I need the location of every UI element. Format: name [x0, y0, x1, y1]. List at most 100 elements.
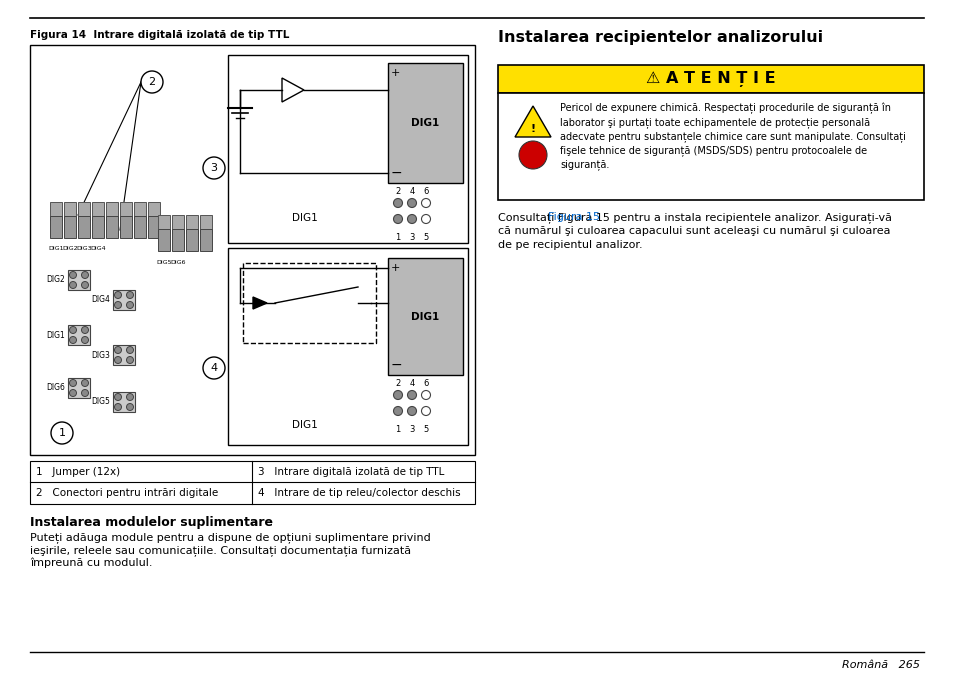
Circle shape	[81, 281, 89, 289]
Text: Instalarea modulelor suplimentare: Instalarea modulelor suplimentare	[30, 516, 273, 529]
Circle shape	[114, 357, 121, 363]
Circle shape	[81, 390, 89, 396]
Text: +: +	[391, 263, 400, 273]
Circle shape	[114, 347, 121, 353]
Circle shape	[407, 215, 416, 223]
Bar	[112, 290, 135, 310]
Text: de pe recipientul analizor.: de pe recipientul analizor.	[497, 240, 642, 250]
Circle shape	[393, 215, 402, 223]
Text: DIG3: DIG3	[91, 351, 110, 359]
Bar	[200, 215, 212, 233]
Circle shape	[114, 302, 121, 308]
Circle shape	[393, 199, 402, 207]
Circle shape	[70, 326, 76, 334]
Text: împreună cu modulul.: împreună cu modulul.	[30, 558, 152, 569]
Bar	[228, 55, 468, 243]
Bar	[172, 215, 184, 233]
Bar	[68, 270, 90, 290]
Bar	[243, 263, 375, 343]
Bar	[200, 229, 212, 251]
Text: 1: 1	[395, 425, 400, 433]
Bar	[133, 216, 146, 238]
Text: DIG1: DIG1	[49, 246, 64, 252]
Text: 4: 4	[409, 378, 415, 388]
Circle shape	[70, 380, 76, 386]
Text: Figura 14  Intrare digitală izolată de tip TTL: Figura 14 Intrare digitală izolată de ti…	[30, 30, 289, 40]
Circle shape	[114, 394, 121, 400]
Bar	[133, 202, 146, 220]
Text: DIG2: DIG2	[46, 275, 65, 285]
Text: 2: 2	[395, 378, 400, 388]
Circle shape	[81, 336, 89, 343]
Circle shape	[81, 380, 89, 386]
Bar	[30, 45, 475, 455]
Circle shape	[127, 302, 133, 308]
Text: DIG2: DIG2	[62, 246, 78, 252]
Polygon shape	[253, 297, 267, 309]
Text: ⚠ A T E N Ț I E: ⚠ A T E N Ț I E	[645, 71, 775, 87]
Bar	[78, 202, 90, 220]
Text: că numărul şi culoarea capacului sunt aceleaşi cu numărul şi culoarea: că numărul şi culoarea capacului sunt ac…	[497, 226, 889, 236]
Bar	[91, 216, 104, 238]
Bar	[172, 229, 184, 251]
Circle shape	[407, 390, 416, 400]
Circle shape	[421, 215, 430, 223]
Text: 3: 3	[409, 425, 415, 433]
Text: ieşirile, releele sau comunicațiile. Consultați documentația furnizată: ieşirile, releele sau comunicațiile. Con…	[30, 545, 411, 556]
Circle shape	[81, 271, 89, 279]
Bar	[68, 378, 90, 398]
Bar	[64, 216, 76, 238]
Text: DIG6: DIG6	[170, 260, 186, 264]
Bar	[148, 202, 160, 220]
Text: DIG1: DIG1	[292, 213, 317, 223]
Bar	[106, 216, 118, 238]
Bar	[388, 258, 462, 375]
Circle shape	[51, 422, 73, 444]
Text: 2: 2	[395, 186, 400, 195]
Bar	[158, 215, 170, 233]
Text: 2   Conectori pentru intrări digitale: 2 Conectori pentru intrări digitale	[36, 488, 218, 498]
Circle shape	[421, 406, 430, 415]
Text: DIG3: DIG3	[76, 246, 91, 252]
Text: DIG1: DIG1	[292, 420, 317, 430]
Circle shape	[70, 281, 76, 289]
Circle shape	[203, 157, 225, 179]
Text: −: −	[391, 358, 402, 372]
Text: 4   Intrare de tip releu/colector deschis: 4 Intrare de tip releu/colector deschis	[257, 488, 460, 498]
Bar	[50, 202, 62, 220]
Text: 3: 3	[409, 232, 415, 242]
Circle shape	[127, 291, 133, 299]
Circle shape	[114, 291, 121, 299]
Bar	[106, 202, 118, 220]
Text: DIG1: DIG1	[411, 312, 439, 322]
Text: !: !	[530, 124, 535, 134]
Circle shape	[127, 404, 133, 411]
Bar	[68, 325, 90, 345]
Text: Consultați Figura 15 pentru a instala recipientele analizor. Asigurați-vă: Consultați Figura 15 pentru a instala re…	[497, 212, 891, 223]
Text: +: +	[391, 68, 400, 78]
Text: siguranță.: siguranță.	[559, 159, 609, 170]
Text: 4: 4	[211, 363, 217, 373]
Text: DIG6: DIG6	[46, 384, 65, 392]
Text: 3   Intrare digitală izolată de tip TTL: 3 Intrare digitală izolată de tip TTL	[257, 467, 444, 477]
Bar	[497, 93, 923, 200]
Circle shape	[127, 357, 133, 363]
Circle shape	[393, 406, 402, 415]
Text: DIG5: DIG5	[156, 260, 172, 264]
Bar	[497, 65, 923, 93]
Circle shape	[81, 326, 89, 334]
Bar	[64, 202, 76, 220]
Text: DIG1: DIG1	[411, 118, 439, 128]
Circle shape	[407, 199, 416, 207]
Text: adecvate pentru substanțele chimice care sunt manipulate. Consultați: adecvate pentru substanțele chimice care…	[559, 131, 905, 142]
Text: 6: 6	[423, 186, 428, 195]
Bar	[186, 229, 198, 251]
Text: Instalarea recipientelor analizorului: Instalarea recipientelor analizorului	[497, 30, 822, 45]
Text: 6: 6	[423, 378, 428, 388]
Circle shape	[114, 404, 121, 411]
Text: 5: 5	[423, 425, 428, 433]
Circle shape	[518, 141, 546, 169]
Text: 1   Jumper (12x): 1 Jumper (12x)	[36, 467, 120, 477]
Text: fişele tehnice de siguranță (MSDS/SDS) pentru protocoalele de: fişele tehnice de siguranță (MSDS/SDS) p…	[559, 145, 866, 156]
Bar	[30, 461, 475, 504]
